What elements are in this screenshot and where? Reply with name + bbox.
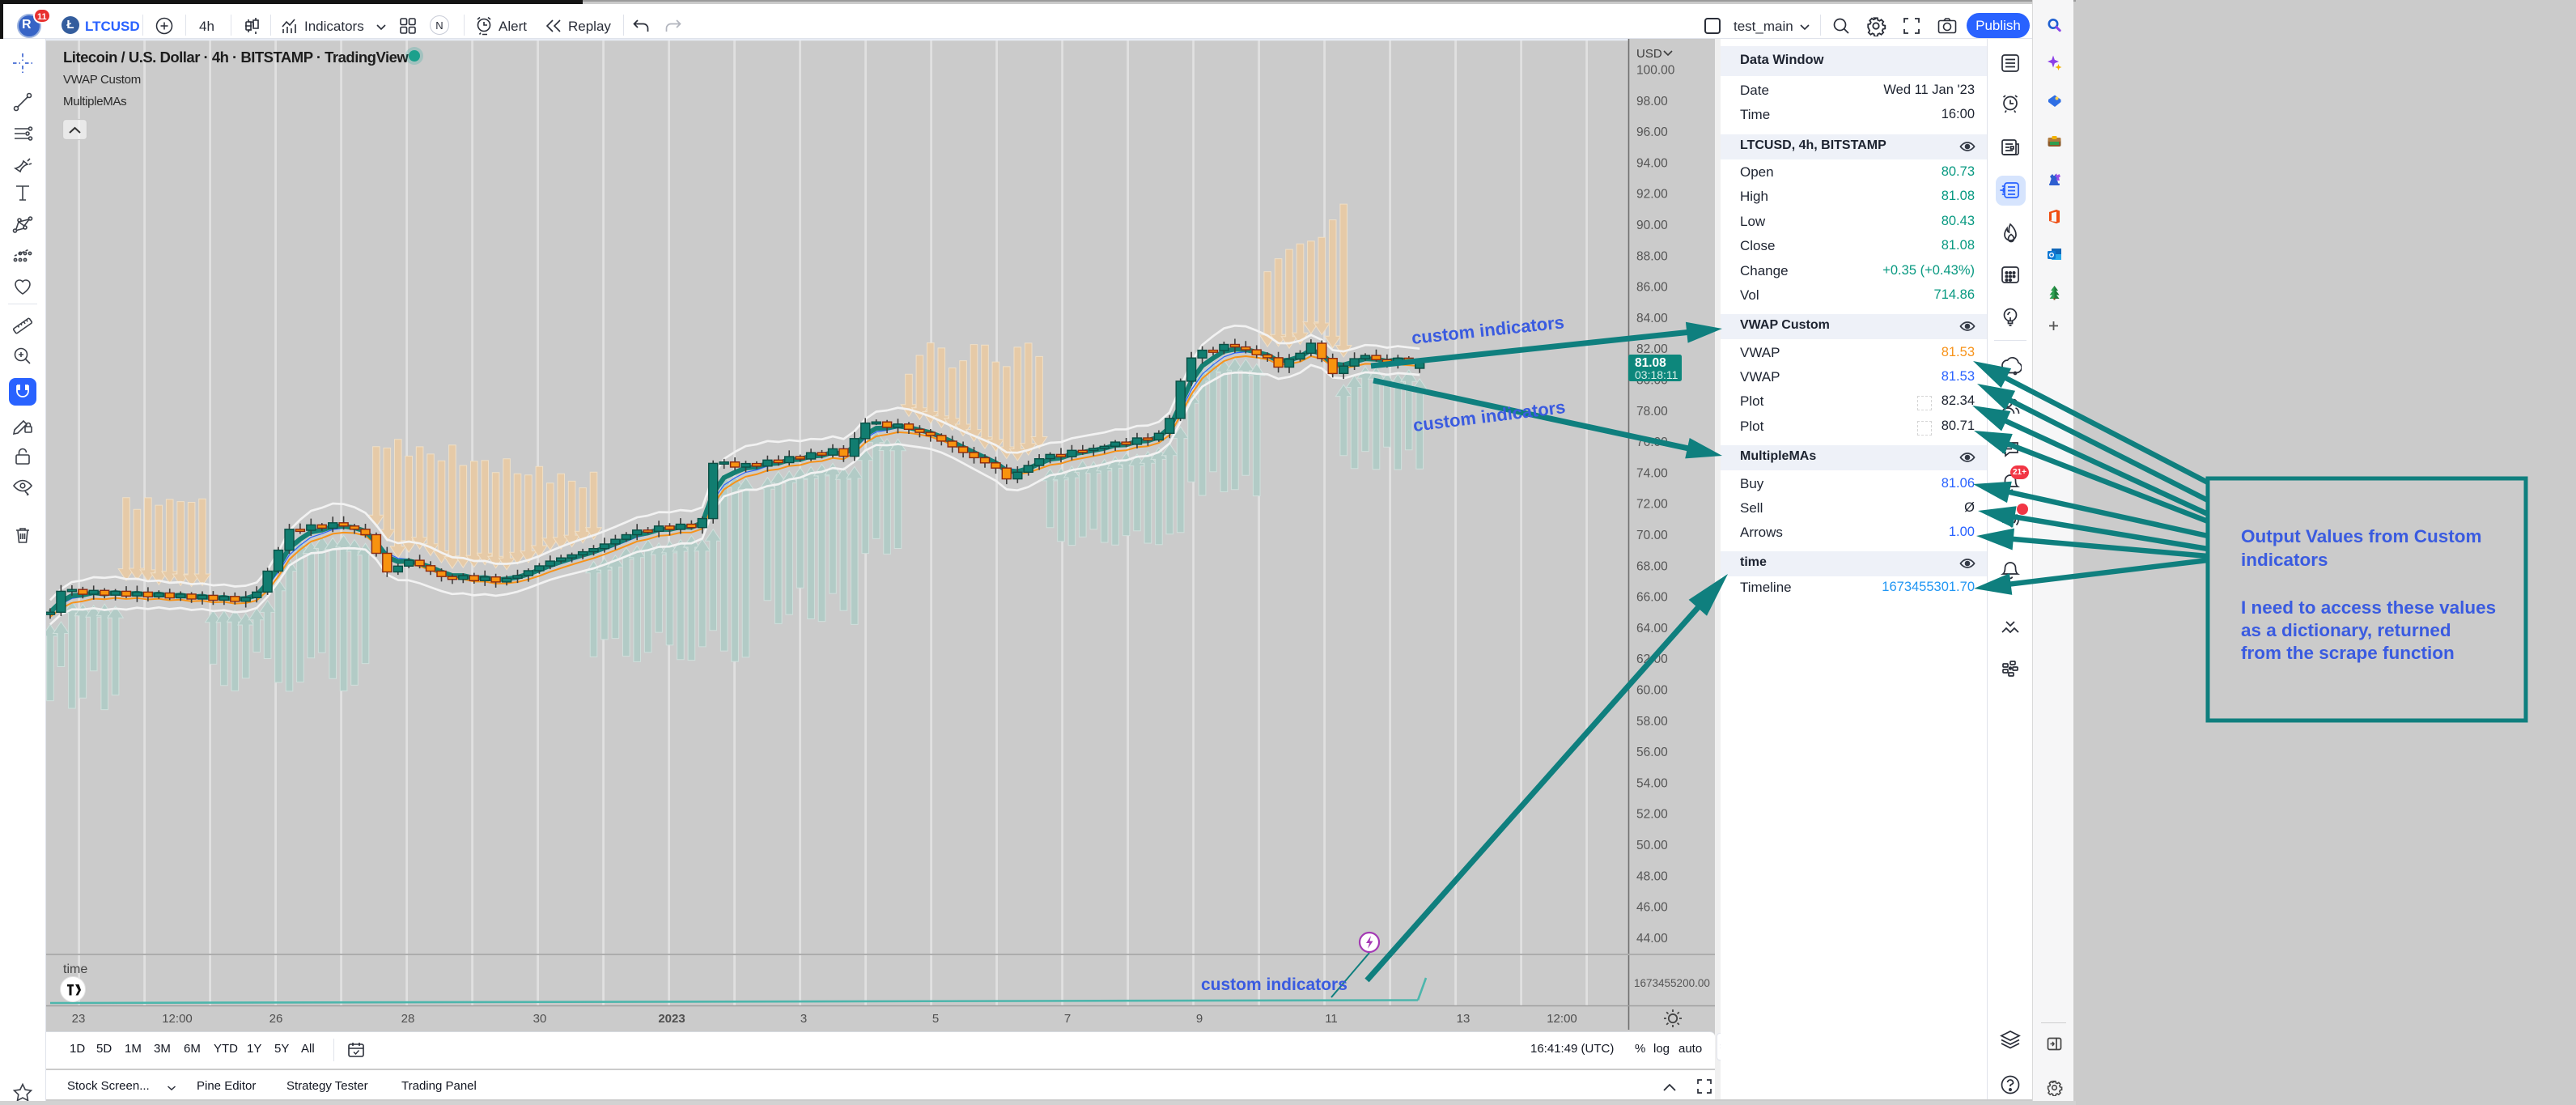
svg-text:1673455200.00: 1673455200.00 xyxy=(1634,977,1710,989)
svg-text:58.00: 58.00 xyxy=(1636,715,1668,729)
svg-text:44.00: 44.00 xyxy=(1636,932,1668,946)
svg-text:12:00: 12:00 xyxy=(162,1012,193,1026)
svg-text:84.00: 84.00 xyxy=(1636,312,1668,325)
svg-text:MultipleMAs: MultipleMAs xyxy=(63,95,126,108)
svg-text:03:18:11: 03:18:11 xyxy=(1635,368,1678,381)
svg-text:indicators: indicators xyxy=(2241,550,2328,570)
svg-text:81.08: 81.08 xyxy=(1635,356,1666,370)
svg-text:66.00: 66.00 xyxy=(1636,591,1668,605)
svg-text:70.00: 70.00 xyxy=(1636,529,1668,542)
svg-text:from the scrape function: from the scrape function xyxy=(2241,643,2455,663)
svg-text:88.00: 88.00 xyxy=(1636,249,1668,263)
svg-text:Output Values from Custom: Output Values from Custom xyxy=(2241,526,2482,546)
svg-text:72.00: 72.00 xyxy=(1636,498,1668,512)
svg-text:9: 9 xyxy=(1196,1012,1203,1026)
svg-text:3: 3 xyxy=(800,1012,807,1026)
svg-text:13: 13 xyxy=(1457,1012,1470,1026)
svg-text:82.00: 82.00 xyxy=(1636,342,1668,356)
svg-text:23: 23 xyxy=(72,1012,86,1026)
svg-text:26: 26 xyxy=(269,1012,283,1026)
svg-text:54.00: 54.00 xyxy=(1636,776,1668,790)
svg-text:VWAP Custom: VWAP Custom xyxy=(63,73,141,87)
svg-text:as a dictionary, returned: as a dictionary, returned xyxy=(2241,620,2451,640)
svg-text:2023: 2023 xyxy=(658,1012,685,1026)
svg-text:custom indicators: custom indicators xyxy=(1412,397,1567,436)
svg-text:68.00: 68.00 xyxy=(1636,559,1668,573)
svg-text:custom indicators: custom indicators xyxy=(1411,312,1565,348)
svg-text:98.00: 98.00 xyxy=(1636,95,1668,108)
svg-text:60.00: 60.00 xyxy=(1636,684,1668,698)
svg-text:I need to access these values: I need to access these values xyxy=(2241,597,2496,618)
svg-text:94.00: 94.00 xyxy=(1636,156,1668,170)
svg-text:46.00: 46.00 xyxy=(1636,901,1668,915)
svg-text:time: time xyxy=(63,963,87,976)
svg-text:12:00: 12:00 xyxy=(1547,1012,1577,1026)
svg-text:30: 30 xyxy=(533,1012,547,1026)
svg-text:5: 5 xyxy=(932,1012,939,1026)
svg-text:Litecoin / U.S. Dollar · 4h ·: Litecoin / U.S. Dollar · 4h · BITSTAMP ·… xyxy=(63,49,409,66)
svg-text:74.00: 74.00 xyxy=(1636,466,1668,480)
svg-text:92.00: 92.00 xyxy=(1636,188,1668,202)
svg-text:78.00: 78.00 xyxy=(1636,405,1668,419)
svg-text:90.00: 90.00 xyxy=(1636,219,1668,232)
svg-text:64.00: 64.00 xyxy=(1636,622,1668,635)
svg-text:86.00: 86.00 xyxy=(1636,281,1668,295)
svg-text:7: 7 xyxy=(1064,1012,1071,1026)
svg-text:56.00: 56.00 xyxy=(1636,746,1668,759)
svg-text:28: 28 xyxy=(401,1012,415,1026)
svg-text:11: 11 xyxy=(1325,1012,1338,1026)
svg-text:USD: USD xyxy=(1636,47,1662,61)
svg-text:52.00: 52.00 xyxy=(1636,808,1668,822)
svg-text:96.00: 96.00 xyxy=(1636,125,1668,139)
svg-text:48.00: 48.00 xyxy=(1636,869,1668,883)
svg-text:100.00: 100.00 xyxy=(1636,64,1675,78)
svg-text:50.00: 50.00 xyxy=(1636,839,1668,852)
svg-text:custom indicators: custom indicators xyxy=(1201,975,1347,994)
